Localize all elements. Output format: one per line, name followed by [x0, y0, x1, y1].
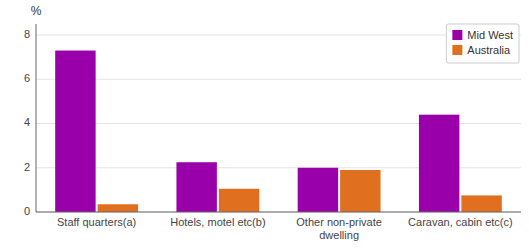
y-tick-label: 0	[24, 205, 30, 217]
x-tick-label: Staff quarters(a)	[57, 216, 136, 228]
bar	[219, 189, 259, 212]
legend-label: Mid West	[467, 29, 513, 41]
bar	[98, 204, 138, 212]
y-tick-label: 8	[24, 28, 30, 40]
x-tick-label-line: dwelling	[319, 229, 359, 241]
y-axis	[36, 24, 37, 212]
y-axis-label: %	[31, 4, 42, 18]
x-tick-label: Other non-privatedwelling	[296, 216, 382, 241]
x-tick-label-line: Other non-private	[296, 216, 382, 228]
y-tick-label: 2	[24, 161, 30, 173]
bar	[419, 115, 459, 212]
legend-swatch	[452, 30, 462, 40]
chart: 0 2 4 6 8% Staff quarters(a) Hotels, motel etc…	[0, 0, 529, 252]
bar	[340, 170, 380, 212]
legend-swatch	[452, 45, 462, 55]
x-tick-label: Caravan, cabin etc(c)	[408, 216, 513, 228]
y-tick-label: 4	[24, 116, 30, 128]
legend-box	[446, 24, 519, 63]
bar	[55, 51, 95, 212]
x-axis	[36, 212, 521, 213]
x-tick-label: Hotels, motel etc(b)	[170, 216, 265, 228]
y-tick-label: 6	[24, 72, 30, 84]
bars	[55, 51, 502, 212]
bar	[461, 195, 501, 212]
bar	[298, 168, 338, 212]
legend: Mid West Australia	[446, 24, 519, 63]
grid-line	[36, 212, 521, 213]
grid-line	[36, 79, 521, 80]
legend-label: Australia	[467, 44, 511, 56]
bar	[176, 162, 216, 212]
